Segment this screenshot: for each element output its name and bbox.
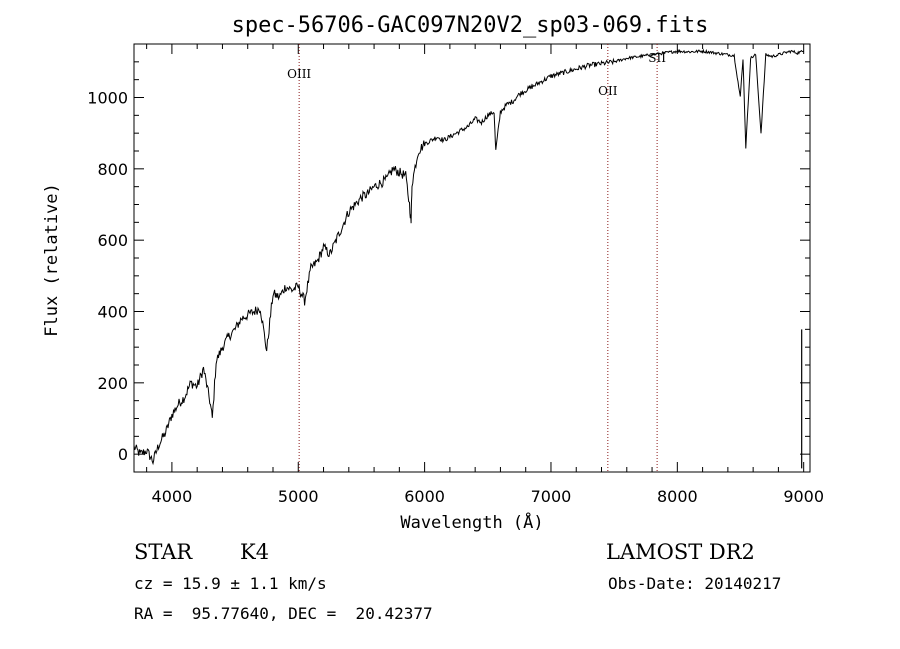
redshift-cz: cz = 15.9 ± 1.1 km/s — [134, 574, 327, 593]
y-tick-label: 800 — [97, 160, 128, 179]
y-tick-label: 400 — [97, 303, 128, 322]
line-label-oii: OII — [598, 84, 618, 98]
y-axis-label: Flux (relative) — [42, 183, 62, 337]
x-tick-label: 5000 — [278, 487, 319, 506]
plot-frame — [133, 43, 811, 473]
x-tick-label: 4000 — [152, 487, 193, 506]
axis-ticks — [134, 43, 810, 473]
x-tick-label: 8000 — [657, 487, 698, 506]
y-tick-labels: 0 200 400 600 800 1000 — [87, 89, 128, 465]
object-type: STAR — [134, 540, 193, 564]
x-tick-label: 7000 — [531, 487, 572, 506]
spectrum-line — [133, 48, 804, 466]
survey-name: LAMOST DR2 — [606, 540, 755, 564]
object-subclass: K4 — [240, 540, 270, 564]
y-tick-label: 200 — [97, 374, 128, 393]
y-tick-label: 0 — [118, 445, 128, 464]
coordinates: RA = 95.77640, DEC = 20.42377 — [134, 604, 433, 623]
line-label-oiii: OIII — [287, 67, 311, 81]
x-axis-label: Wavelength (Å) — [400, 511, 543, 533]
x-tick-labels: 4000 5000 6000 7000 8000 9000 — [152, 487, 824, 506]
y-tick-label: 1000 — [87, 89, 128, 108]
x-tick-label: 9000 — [783, 487, 824, 506]
x-tick-label: 6000 — [404, 487, 445, 506]
observation-date: Obs-Date: 20140217 — [608, 574, 782, 593]
y-tick-label: 600 — [97, 231, 128, 250]
chart-title: spec-56706-GAC097N20V2_sp03-069.fits — [232, 13, 709, 38]
